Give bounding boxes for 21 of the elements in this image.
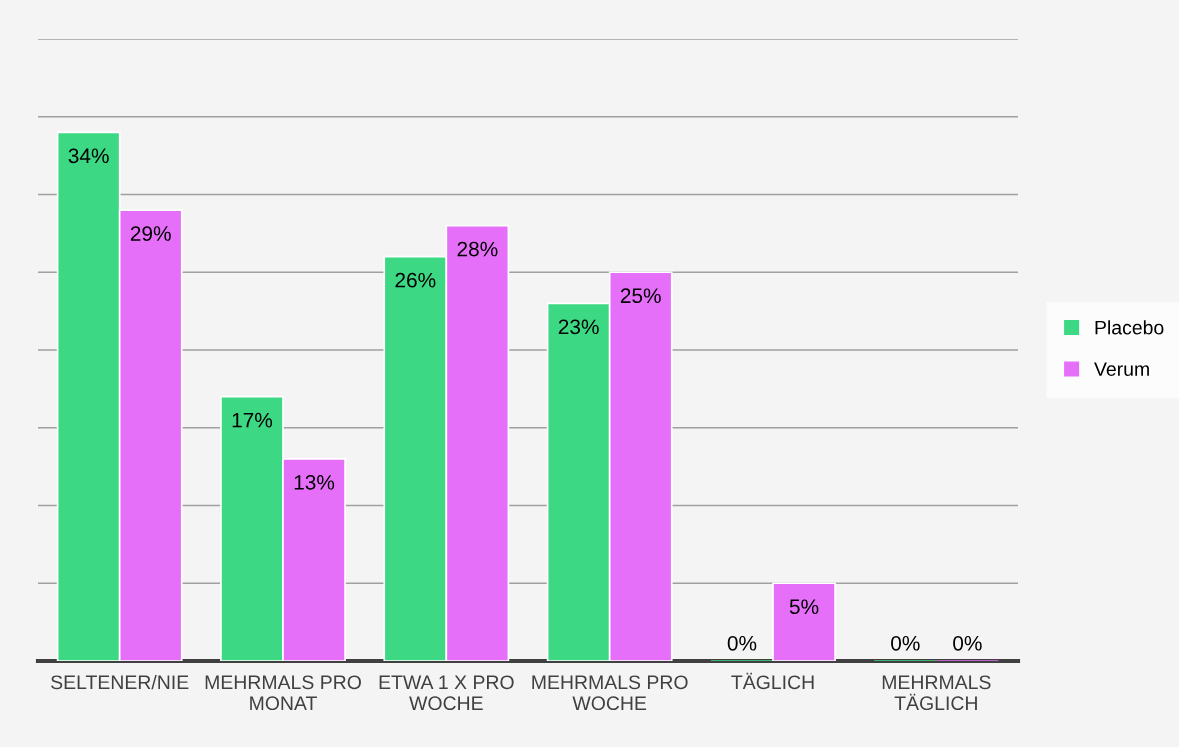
data-label: 17% [232, 412, 273, 428]
data-label: 0% [727, 635, 757, 651]
legend-label: Verum [1094, 362, 1149, 376]
x-tick-label: TÄGLICH [731, 672, 814, 690]
x-tick-label: MEHRMALS PRO MONAT [205, 675, 361, 711]
x-tick-label: ETWA 1 X PRO WOCHE [379, 675, 514, 711]
data-label: 34% [68, 148, 109, 164]
x-tick-label: MEHRMALS TÄGLICH [882, 675, 991, 711]
x-tick-label: MEHRMALS PRO WOCHE [532, 675, 688, 711]
data-label: 23% [558, 319, 599, 335]
data-label: 5% [789, 599, 819, 615]
legend-label: Placebo [1095, 320, 1164, 335]
data-label: 29% [130, 226, 171, 241]
data-label: 28% [457, 241, 498, 257]
data-label: 13% [294, 474, 335, 490]
data-label: 0% [891, 635, 920, 651]
bar [772, 582, 836, 661]
x-tick-label: SELTENER/NIE [51, 674, 189, 690]
data-label: 26% [395, 272, 436, 288]
data-label: 25% [620, 288, 661, 304]
data-label: 0% [953, 635, 982, 651]
